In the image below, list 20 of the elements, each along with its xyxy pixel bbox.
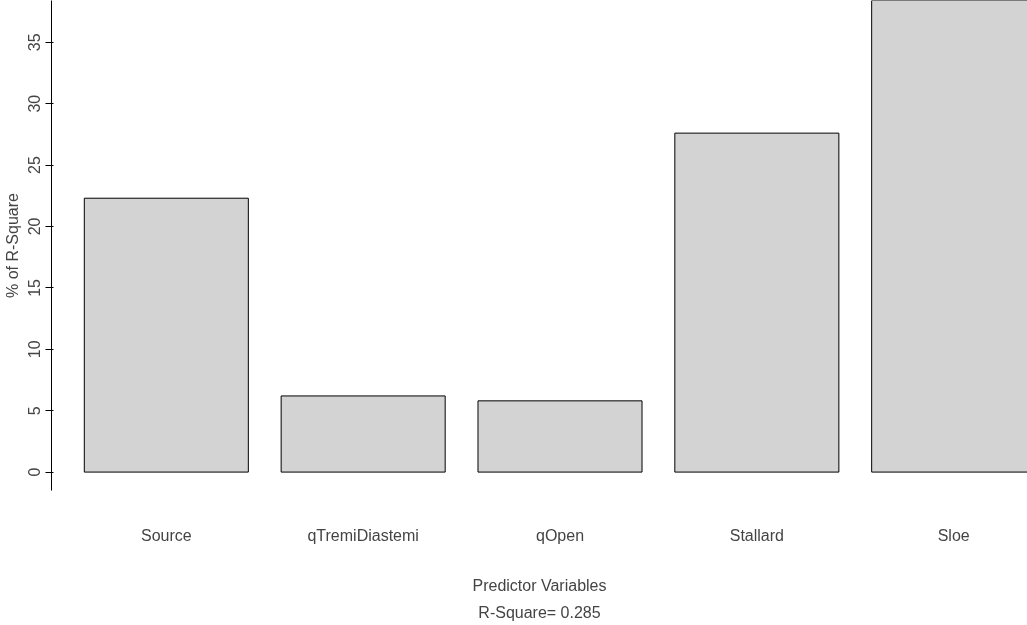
y-axis-title: % of R-Square — [3, 192, 21, 298]
x-tick-label: qOpen — [535, 526, 585, 544]
y-tick-label: 10 — [26, 340, 44, 359]
y-tick-label: 35 — [26, 33, 44, 52]
y-tick-label: 20 — [26, 217, 44, 236]
x-tick-label: Sloe — [937, 526, 970, 544]
y-tick-label: 25 — [26, 156, 44, 174]
x-tick-label: qTremiDiastemi — [307, 526, 419, 544]
x-tick-label: Stallard — [729, 526, 784, 544]
x-tick-label: Source — [140, 526, 192, 544]
bar — [674, 132, 840, 473]
y-tick-label: 30 — [26, 94, 44, 113]
y-tick-label: 0 — [26, 467, 44, 477]
y-tick-label: 15 — [26, 278, 44, 297]
x-axis-title: Predictor Variables — [472, 576, 607, 594]
text: R-Square= 0.285 — [478, 603, 601, 621]
bar — [280, 395, 446, 473]
y-tick-label: 5 — [26, 406, 44, 416]
bar — [477, 400, 643, 473]
bar — [83, 197, 249, 473]
